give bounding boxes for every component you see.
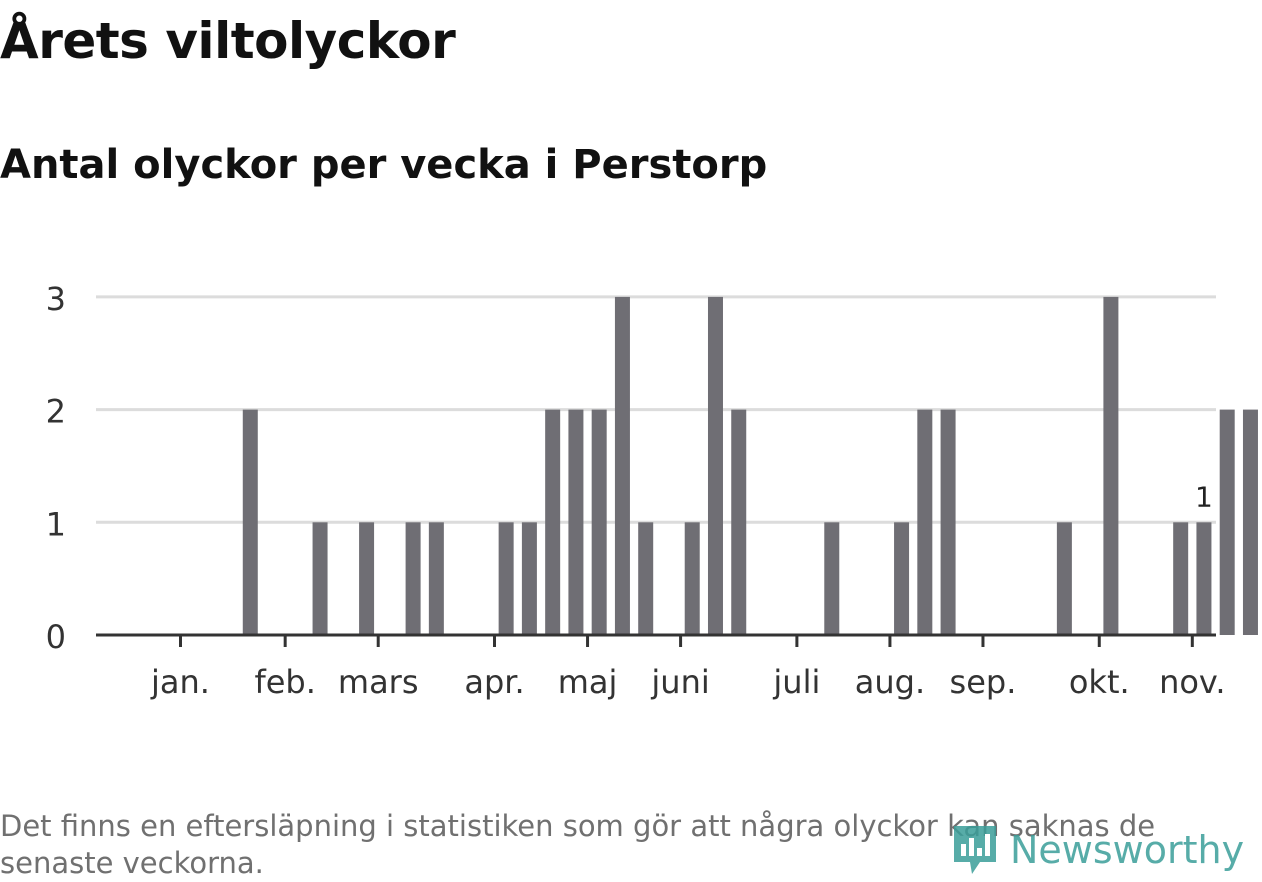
x-tick-label: jan. [150,663,210,701]
x-tick-label: aug. [855,663,925,701]
bar-week-46 [1219,409,1235,635]
bar-week-16 [521,522,537,635]
x-tick-label: juli [772,663,820,701]
bar-week-25 [731,409,747,635]
bar-week-45 [1196,522,1212,635]
chart-subtitle: Antal olyckor per vecka i Perstorp [0,142,768,188]
bar-week-32 [894,522,910,635]
grid-lines [96,295,1216,524]
x-tick-label: mars [338,663,419,701]
bar-week-47 [1242,409,1258,635]
data-label: 1 [1195,480,1213,513]
x-tick-label: maj [558,663,618,701]
y-tick-label: 1 [46,505,66,543]
x-tick-label: apr. [464,663,524,701]
bar-week-33 [917,409,933,635]
bar-week-21 [638,522,654,635]
x-tick-label: feb. [254,663,315,701]
bar-week-9 [359,522,375,635]
bar-week-44 [1173,522,1189,635]
bar-week-11 [405,522,421,635]
logo-text: Newsworthy [1010,828,1245,872]
x-tick-label: okt. [1069,663,1130,701]
bar-week-24 [707,296,723,635]
bar-week-17 [545,409,561,635]
bar-week-39 [1056,522,1072,635]
x-axis-labels: jan. feb. mars apr. maj juni juli aug. sep. okt. n… [150,635,1226,701]
bar-week-7 [312,522,328,635]
bar-week-41 [1103,296,1119,635]
x-tick-label: nov. [1159,663,1225,701]
y-tick-label: 0 [46,618,66,656]
data-labels: 1 [1195,480,1213,513]
bar-week-20 [614,296,630,635]
x-tick-label: juni [650,663,709,701]
bar-week-15 [498,522,514,635]
y-tick-label: 3 [46,280,66,318]
newsworthy-logo-icon [954,826,996,874]
y-axis-labels: 0 1 2 3 [46,280,66,656]
bar-week-23 [684,522,700,635]
bars [242,296,1258,635]
bar-week-29 [824,522,840,635]
bar-week-12 [428,522,444,635]
x-tick-label: sep. [950,663,1017,701]
y-tick-label: 2 [46,393,66,431]
bar-week-18 [568,409,584,635]
bar-week-34 [940,409,956,635]
chart-title: Årets viltolyckor [0,12,456,70]
bar-chart: 0 1 2 3 jan. feb. mars apr. maj juni juli aug. sep.… [46,280,1258,701]
bar-week-19 [591,409,607,635]
newsworthy-logo[interactable]: Newsworthy [950,820,1244,880]
bar-week-4 [242,409,258,635]
